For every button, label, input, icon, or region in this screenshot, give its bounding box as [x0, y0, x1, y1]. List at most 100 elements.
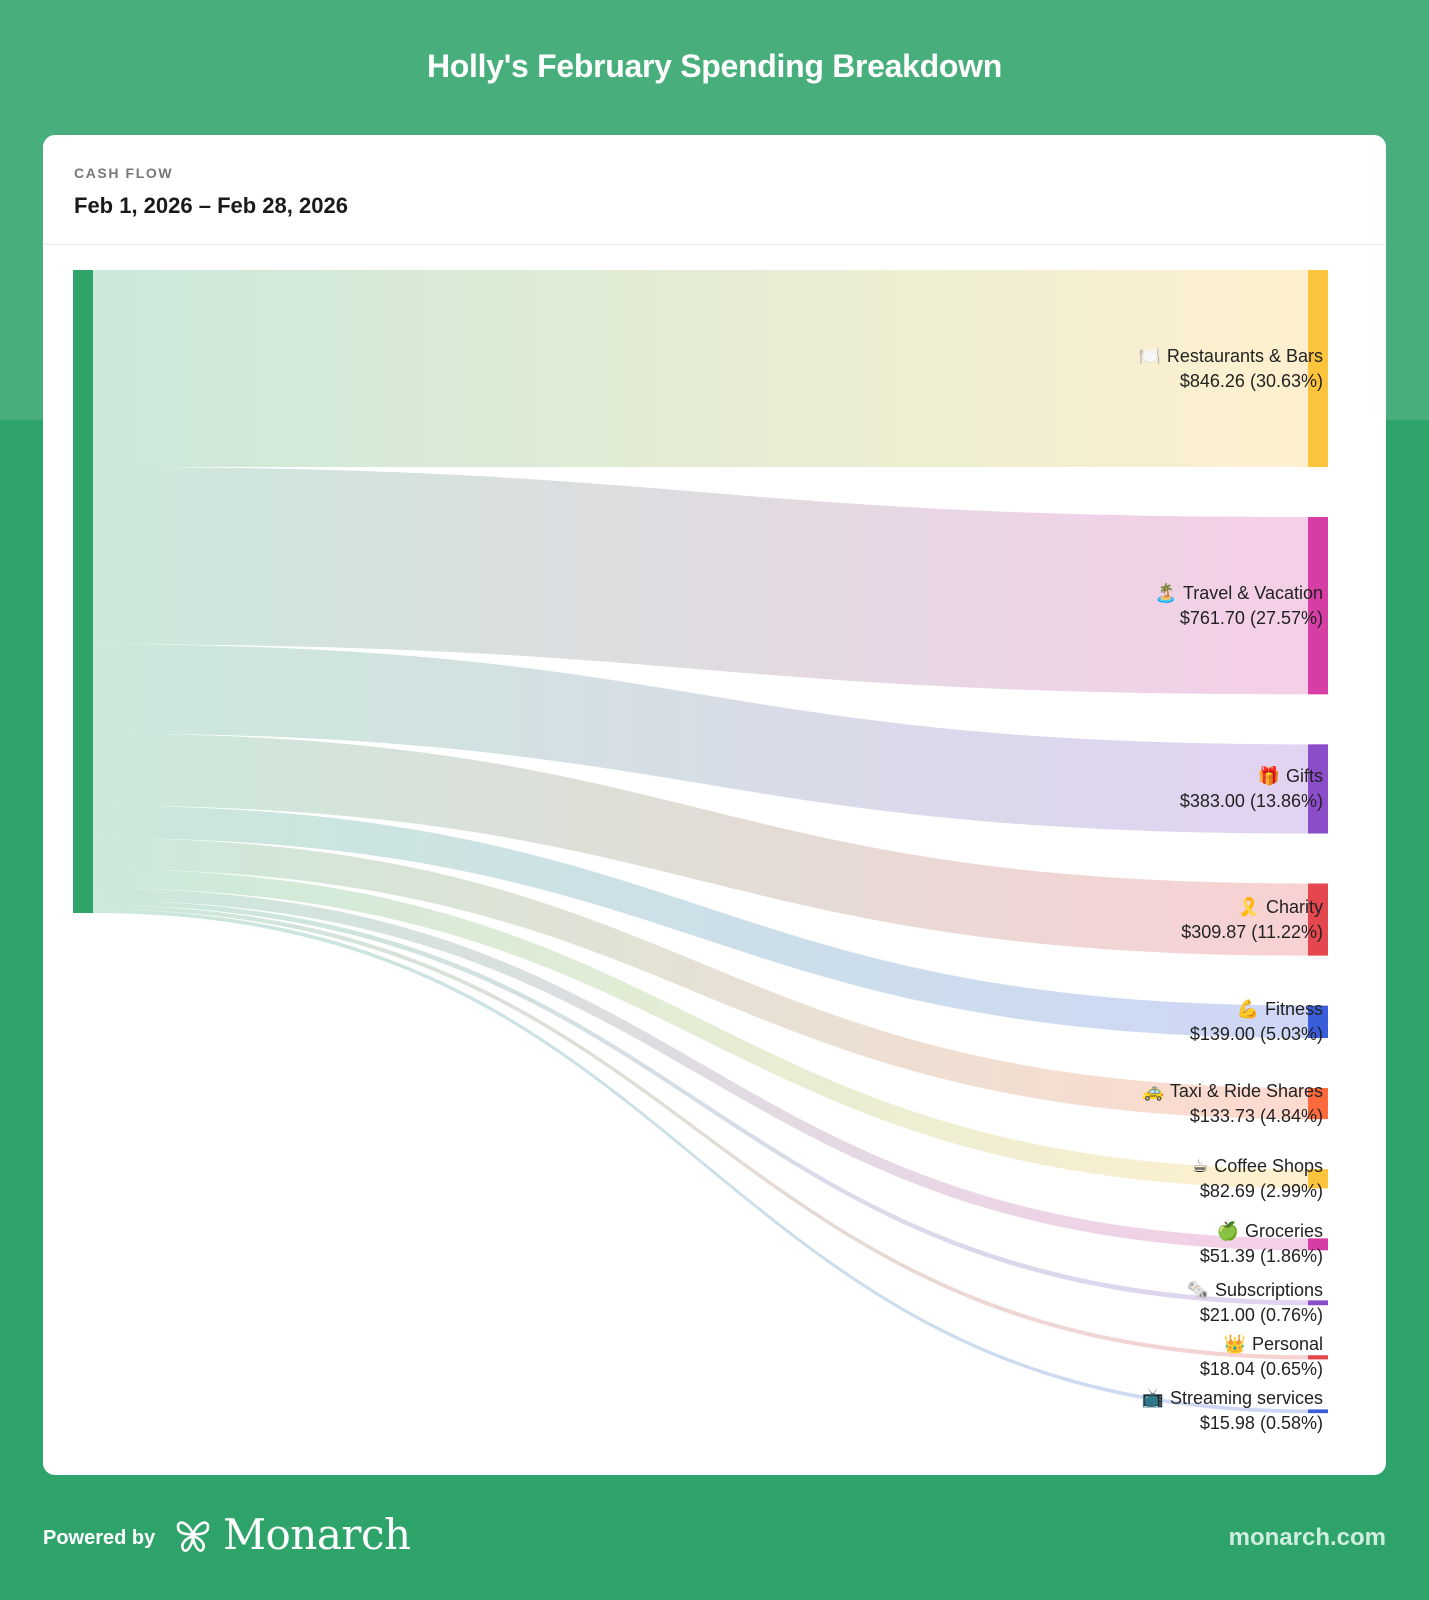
sankey-label: 🗞️ Subscriptions $21.00 (0.76%)	[1187, 1278, 1323, 1328]
sankey-label: 👑 Personal $18.04 (0.65%)	[1200, 1332, 1323, 1382]
category-percent: (30.63%)	[1249, 370, 1323, 391]
category-icon: 🍏	[1216, 1221, 1239, 1242]
category-value: $18.04	[1199, 1359, 1255, 1380]
category-percent: (0.76%)	[1259, 1304, 1323, 1325]
category-value: $761.70	[1179, 607, 1245, 628]
category-amount: $51.39 (1.86%)	[1200, 1244, 1323, 1269]
category-icon: 📺	[1141, 1388, 1164, 1409]
category-percent: (27.57%)	[1249, 607, 1323, 628]
monarch-url: monarch.com	[1228, 1524, 1386, 1551]
sankey-node-subscriptions	[1308, 1300, 1328, 1306]
monarch-butterfly-icon	[176, 1521, 210, 1552]
category-icon: 🍽️	[1138, 345, 1161, 366]
category-amount: $383.00 (13.86%)	[1180, 789, 1323, 814]
category-name: 🎁 Gifts	[1180, 764, 1323, 789]
category-icon: 🚕	[1141, 1080, 1164, 1101]
sankey-node-charity	[1308, 883, 1328, 956]
sankey-label: 🎁 Gifts $383.00 (13.86%)	[1180, 764, 1323, 814]
category-label: Coffee Shops	[1214, 1155, 1323, 1176]
sankey-node-restaurants-bars	[1308, 270, 1328, 468]
category-value: $383.00	[1179, 790, 1245, 811]
category-percent: (1.86%)	[1259, 1246, 1323, 1267]
sankey-link-restaurants-bars	[93, 270, 1308, 468]
category-label: Streaming services	[1169, 1388, 1323, 1409]
card-divider	[43, 244, 1386, 245]
category-percent: (11.22%)	[1251, 921, 1323, 942]
category-name: 🍏 Groceries	[1200, 1219, 1323, 1244]
category-percent: (2.99%)	[1259, 1180, 1323, 1201]
category-name: 💪 Fitness	[1190, 997, 1323, 1022]
sankey-link-gifts	[93, 644, 1308, 834]
category-amount: $15.98 (0.58%)	[1142, 1411, 1323, 1436]
sankey-node-gifts	[1308, 744, 1328, 834]
category-icon: 👑	[1223, 1334, 1246, 1355]
category-value: $846.26	[1179, 370, 1245, 391]
category-label: Travel & Vacation	[1182, 582, 1323, 603]
page-title: Holly's February Spending Breakdown	[426, 48, 1002, 84]
sankey-label: 🍏 Groceries $51.39 (1.86%)	[1200, 1219, 1323, 1269]
category-percent: (13.86%)	[1249, 790, 1323, 811]
category-label: Fitness	[1264, 998, 1323, 1019]
category-name: 📺 Streaming services	[1142, 1386, 1323, 1411]
category-icon: 🎗️	[1237, 896, 1260, 917]
category-value: $51.39	[1199, 1246, 1255, 1267]
category-label: Taxi & Ride Shares	[1169, 1080, 1323, 1101]
sankey-node-groceries	[1308, 1238, 1328, 1251]
sankey-link-personal	[93, 905, 1308, 1360]
category-label: Personal	[1251, 1334, 1323, 1355]
sankey-chart	[73, 270, 1328, 1414]
category-label: Charity	[1265, 896, 1323, 917]
category-amount: $18.04 (0.65%)	[1200, 1357, 1323, 1382]
category-value: $15.98	[1199, 1413, 1255, 1434]
sankey-link-groceries	[93, 888, 1308, 1251]
sankey-link-subscriptions	[93, 900, 1308, 1306]
category-label: Groceries	[1244, 1221, 1323, 1242]
date-range: Feb 1, 2026 – Feb 28, 2026	[74, 193, 348, 218]
category-value: $133.73	[1189, 1105, 1255, 1126]
category-label: Restaurants & Bars	[1166, 345, 1323, 366]
sankey-node-taxi-ride-shares	[1308, 1087, 1328, 1120]
sankey-label: 🚕 Taxi & Ride Shares $133.73 (4.84%)	[1142, 1079, 1324, 1129]
category-amount: $133.73 (4.84%)	[1142, 1104, 1323, 1129]
category-value: $309.87	[1181, 921, 1247, 942]
category-percent: (5.03%)	[1259, 1023, 1323, 1044]
category-percent: (4.84%)	[1259, 1105, 1323, 1126]
category-name: ☕ Coffee Shops	[1192, 1154, 1323, 1179]
category-label: Subscriptions	[1214, 1279, 1323, 1300]
card-kicker: CASH FLOW	[74, 165, 174, 181]
category-icon: 🎁	[1257, 765, 1280, 786]
category-amount: $82.69 (2.99%)	[1192, 1179, 1323, 1204]
category-icon: ☕	[1192, 1155, 1209, 1176]
category-value: $139.00	[1189, 1023, 1255, 1044]
category-amount: $761.70 (27.57%)	[1155, 606, 1323, 631]
sankey-node-fitness	[1308, 1005, 1328, 1038]
category-label: Gifts	[1285, 765, 1323, 786]
category-amount: $309.87 (11.22%)	[1181, 920, 1323, 945]
category-amount: $139.00 (5.03%)	[1190, 1022, 1323, 1047]
sankey-node-personal	[1308, 1355, 1328, 1360]
category-value: $82.69	[1199, 1180, 1255, 1201]
sankey-node-coffee-shops	[1308, 1169, 1328, 1189]
category-name: 🍽️ Restaurants & Bars	[1139, 344, 1324, 369]
sankey-label: 🏝️ Travel & Vacation $761.70 (27.57%)	[1155, 581, 1323, 631]
sankey-link-streaming-services	[93, 909, 1308, 1414]
category-icon: 💪	[1236, 998, 1259, 1019]
sankey-label: 💪 Fitness $139.00 (5.03%)	[1190, 997, 1323, 1047]
category-percent: (0.58%)	[1259, 1413, 1323, 1434]
sankey-link-coffee-shops	[93, 868, 1308, 1189]
category-name: 🏝️ Travel & Vacation	[1155, 581, 1323, 606]
category-name: 🎗️ Charity	[1181, 895, 1323, 920]
sankey-label: 📺 Streaming services $15.98 (0.58%)	[1142, 1386, 1323, 1436]
monarch-wordmark: Monarch	[223, 1510, 411, 1559]
category-icon: 🗞️	[1186, 1279, 1209, 1300]
sankey-label: 🍽️ Restaurants & Bars $846.26 (30.63%)	[1139, 344, 1324, 394]
powered-by-text: Powered by	[43, 1527, 156, 1549]
category-percent: (0.65%)	[1259, 1359, 1323, 1380]
cash-flow-card: CASH FLOW Feb 1, 2026 – Feb 28, 2026 🍽️ R…	[43, 135, 1386, 1475]
category-name: 🗞️ Subscriptions	[1187, 1278, 1323, 1303]
category-value: $21.00	[1199, 1304, 1255, 1325]
category-amount: $846.26 (30.63%)	[1139, 369, 1323, 394]
category-amount: $21.00 (0.76%)	[1187, 1303, 1323, 1328]
category-icon: 🏝️	[1154, 582, 1177, 603]
sankey-link-travel-vacation	[93, 466, 1308, 695]
